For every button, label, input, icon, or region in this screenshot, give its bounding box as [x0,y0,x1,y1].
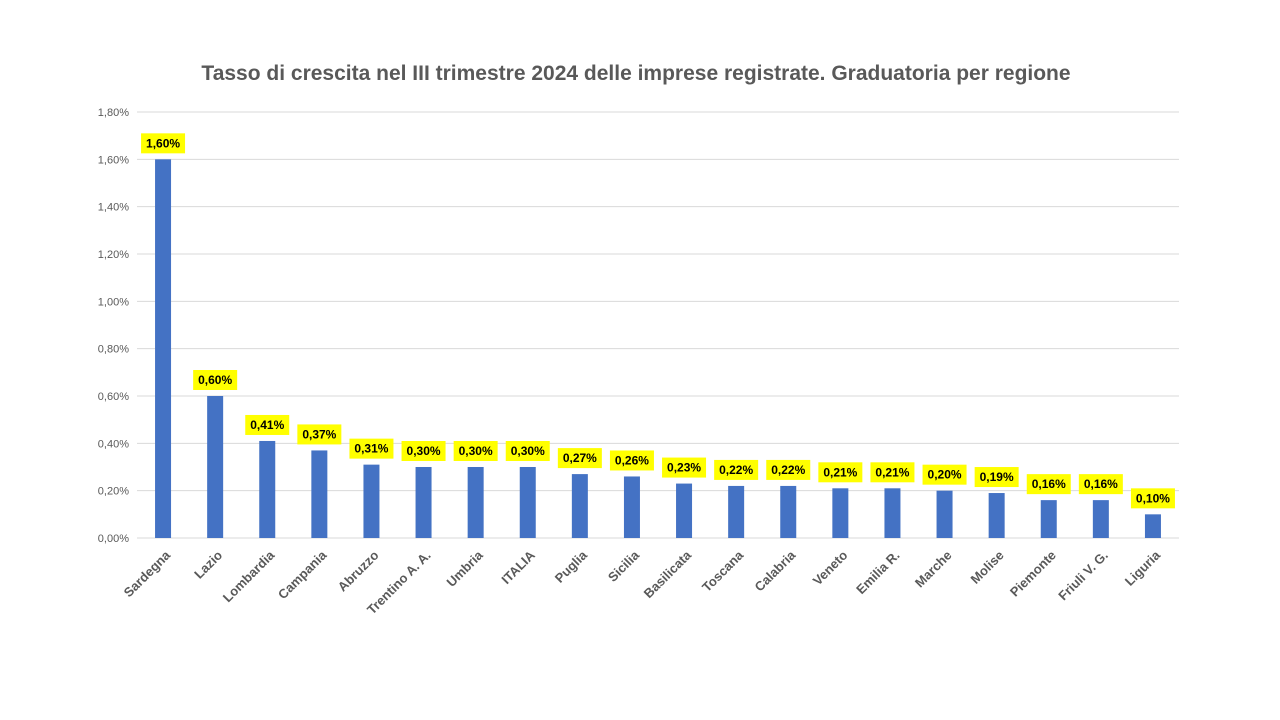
data-label: 0,41% [250,418,284,432]
bar [884,488,901,538]
bar [728,485,745,538]
x-category-label: Emilia R. [853,548,902,597]
data-label: 0,37% [302,427,336,441]
data-label: 0,16% [1032,477,1066,491]
x-category-label: Toscana [699,547,747,595]
bar [1144,514,1161,538]
data-label: 0,20% [928,468,962,482]
data-label: 0,60% [198,373,232,387]
bar [467,467,484,538]
data-label-background [505,441,550,461]
x-category-label: Umbria [443,547,486,590]
x-category-label: Abruzzo [335,547,382,594]
x-category-label: Sicilia [605,547,643,585]
y-tick-label: 0,80% [98,344,129,356]
x-category-label: Campania [275,547,330,602]
data-label-background [401,441,446,461]
data-label: 0,16% [1084,477,1118,491]
data-label: 0,21% [875,465,909,479]
y-tick-label: 1,00% [98,296,129,308]
data-label-background [453,441,498,461]
data-label-background [1078,474,1123,495]
bar [832,488,849,538]
data-label-background [974,467,1019,488]
data-label-background [245,414,290,435]
data-label: 0,30% [511,444,545,458]
data-label: 1,60% [146,136,180,150]
data-label-background [1130,488,1175,509]
y-tick-label: 1,40% [98,202,129,214]
data-label-background [662,457,707,478]
x-category-label: Lombardia [220,547,278,605]
bar [936,490,953,538]
data-label: 0,19% [980,470,1014,484]
data-label-background [818,462,863,483]
y-tick-label: 0,40% [98,438,129,450]
y-tick-label: 0,00% [98,533,129,545]
chart-title: Tasso di crescita nel III trimestre 2024… [201,62,1071,85]
bar [259,440,276,538]
data-label: 0,31% [354,442,388,456]
bar [780,485,797,538]
y-tick-label: 0,20% [98,486,129,498]
x-category-label: Piemonte [1007,548,1059,600]
x-category-label: Sardegna [121,547,174,600]
x-category-label: Calabria [751,547,798,594]
bar [1092,500,1109,538]
data-label: 0,10% [1136,491,1170,505]
data-label-background [870,462,915,483]
bars [155,159,1161,539]
data-label-background [141,133,186,154]
data-label-background [349,438,394,459]
y-tick-label: 1,80% [98,107,129,119]
data-label: 0,21% [823,465,857,479]
bar [519,467,536,538]
x-category-label: Puglia [552,547,591,586]
x-category-label: Basilicata [641,547,695,601]
gridlines [137,111,1179,539]
data-label: 0,30% [407,444,441,458]
data-label: 0,27% [563,451,597,465]
x-category-label: Friuli V. G. [1055,548,1111,604]
bar [415,467,432,538]
data-label-background [297,424,342,445]
y-tick-label: 1,20% [98,249,129,261]
data-labels: 1,60% 0,60% 0,41% 0,37% 0,31% 0,30% 0,30% 0,30%… [141,133,1175,509]
data-label-background [922,464,967,485]
data-label-background [766,459,811,480]
data-label: 0,26% [615,453,649,467]
data-label: 0,22% [771,463,805,477]
bar [1040,500,1057,538]
x-category-label: Lazio [191,547,225,581]
data-label: 0,23% [667,461,701,475]
bar [571,474,588,538]
data-label-background [714,459,759,480]
x-category-label: Molise [968,548,1007,587]
x-category-label: ITALIA [498,547,538,587]
data-label-background [557,448,602,469]
y-axis-ticks: 0,00% 0,20% 0,40% 0,60% 0,80% 1,00% 1,20% 1,40%… [98,107,129,545]
data-label-background [609,450,654,471]
bar [311,450,328,538]
data-label: 0,30% [459,444,493,458]
bar [207,396,224,538]
x-category-label: Marche [912,548,955,591]
bar [623,476,640,538]
x-category-label: Veneto [810,547,851,588]
bar [363,464,380,538]
y-tick-label: 1,60% [98,154,129,166]
bar [988,493,1005,538]
y-tick-label: 0,60% [98,391,129,403]
data-label-background [193,370,238,390]
x-category-label: Liguria [1122,547,1164,589]
data-label: 0,22% [719,463,753,477]
bar [676,483,693,538]
bar [155,159,172,539]
data-label-background [1026,474,1071,495]
